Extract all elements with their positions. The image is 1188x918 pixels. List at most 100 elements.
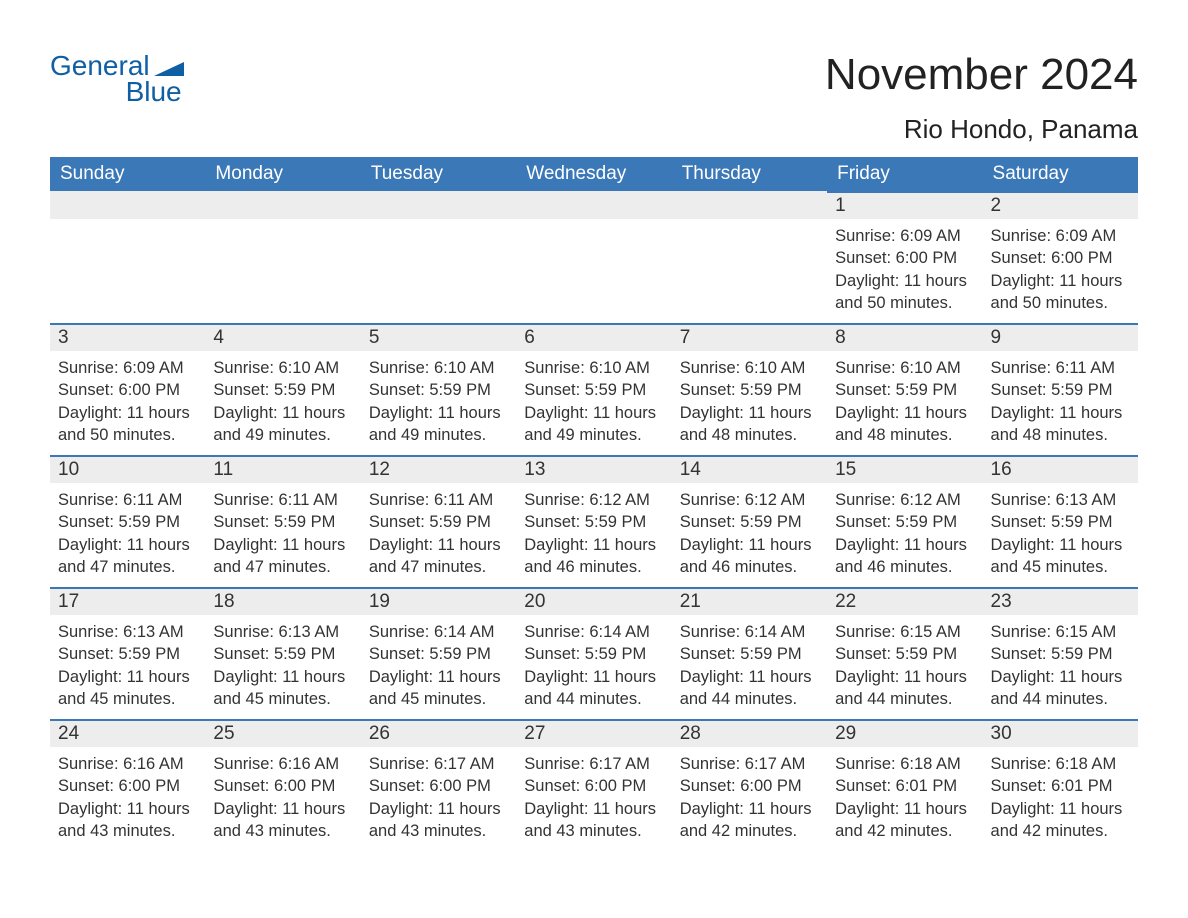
day-number: 29 — [827, 719, 982, 747]
daylight-text: and 49 minutes. — [369, 424, 508, 446]
day-number: 24 — [50, 719, 205, 747]
sunset-text: Sunset: 5:59 PM — [213, 643, 352, 665]
sunrise-text: Sunrise: 6:09 AM — [991, 225, 1130, 247]
sunrise-text: Sunrise: 6:13 AM — [213, 621, 352, 643]
sunset-text: Sunset: 5:59 PM — [58, 643, 197, 665]
day-number: 20 — [516, 587, 671, 615]
weekday-header-row: Sunday Monday Tuesday Wednesday Thursday… — [50, 157, 1138, 191]
day-number: 5 — [361, 323, 516, 351]
day-details: Sunrise: 6:17 AMSunset: 6:00 PMDaylight:… — [672, 747, 827, 846]
sunrise-text: Sunrise: 6:13 AM — [58, 621, 197, 643]
sunset-text: Sunset: 6:00 PM — [524, 775, 663, 797]
calendar-cell: 15Sunrise: 6:12 AMSunset: 5:59 PMDayligh… — [827, 455, 982, 587]
day-number: 27 — [516, 719, 671, 747]
day-number: 14 — [672, 455, 827, 483]
calendar-cell: 11Sunrise: 6:11 AMSunset: 5:59 PMDayligh… — [205, 455, 360, 587]
daylight-text: Daylight: 11 hours — [369, 534, 508, 556]
day-number: 13 — [516, 455, 671, 483]
empty-day-head — [516, 191, 671, 219]
day-details: Sunrise: 6:10 AMSunset: 5:59 PMDaylight:… — [205, 351, 360, 450]
daylight-text: and 43 minutes. — [524, 820, 663, 842]
day-details: Sunrise: 6:14 AMSunset: 5:59 PMDaylight:… — [516, 615, 671, 714]
day-details: Sunrise: 6:09 AMSunset: 6:00 PMDaylight:… — [983, 219, 1138, 318]
calendar-cell: 8Sunrise: 6:10 AMSunset: 5:59 PMDaylight… — [827, 323, 982, 455]
sunrise-text: Sunrise: 6:12 AM — [680, 489, 819, 511]
sunrise-text: Sunrise: 6:10 AM — [680, 357, 819, 379]
day-number: 4 — [205, 323, 360, 351]
calendar-week-row: 24Sunrise: 6:16 AMSunset: 6:00 PMDayligh… — [50, 719, 1138, 851]
sunrise-text: Sunrise: 6:15 AM — [991, 621, 1130, 643]
daylight-text: Daylight: 11 hours — [524, 666, 663, 688]
day-number: 21 — [672, 587, 827, 615]
daylight-text: Daylight: 11 hours — [524, 402, 663, 424]
day-details: Sunrise: 6:13 AMSunset: 5:59 PMDaylight:… — [50, 615, 205, 714]
daylight-text: and 48 minutes. — [835, 424, 974, 446]
daylight-text: and 42 minutes. — [835, 820, 974, 842]
day-number: 2 — [983, 191, 1138, 219]
sunset-text: Sunset: 5:59 PM — [524, 643, 663, 665]
daylight-text: Daylight: 11 hours — [213, 666, 352, 688]
daylight-text: Daylight: 11 hours — [213, 402, 352, 424]
sunrise-text: Sunrise: 6:17 AM — [680, 753, 819, 775]
day-details: Sunrise: 6:09 AMSunset: 6:00 PMDaylight:… — [50, 351, 205, 450]
location-label: Rio Hondo, Panama — [825, 114, 1138, 145]
daylight-text: and 47 minutes. — [213, 556, 352, 578]
calendar-cell: 25Sunrise: 6:16 AMSunset: 6:00 PMDayligh… — [205, 719, 360, 851]
weekday-header: Wednesday — [516, 157, 671, 191]
sunset-text: Sunset: 5:59 PM — [524, 511, 663, 533]
day-number: 16 — [983, 455, 1138, 483]
daylight-text: and 50 minutes. — [58, 424, 197, 446]
calendar-cell: 16Sunrise: 6:13 AMSunset: 5:59 PMDayligh… — [983, 455, 1138, 587]
sunset-text: Sunset: 5:59 PM — [835, 643, 974, 665]
daylight-text: Daylight: 11 hours — [58, 402, 197, 424]
daylight-text: and 44 minutes. — [680, 688, 819, 710]
day-details: Sunrise: 6:10 AMSunset: 5:59 PMDaylight:… — [672, 351, 827, 450]
day-number: 26 — [361, 719, 516, 747]
sunrise-text: Sunrise: 6:16 AM — [213, 753, 352, 775]
calendar-cell: 24Sunrise: 6:16 AMSunset: 6:00 PMDayligh… — [50, 719, 205, 851]
day-details: Sunrise: 6:15 AMSunset: 5:59 PMDaylight:… — [827, 615, 982, 714]
sunset-text: Sunset: 5:59 PM — [369, 643, 508, 665]
day-number: 1 — [827, 191, 982, 219]
day-number: 18 — [205, 587, 360, 615]
day-number: 17 — [50, 587, 205, 615]
sunset-text: Sunset: 6:00 PM — [991, 247, 1130, 269]
calendar-cell: 7Sunrise: 6:10 AMSunset: 5:59 PMDaylight… — [672, 323, 827, 455]
day-number: 3 — [50, 323, 205, 351]
daylight-text: and 48 minutes. — [680, 424, 819, 446]
calendar-cell: 18 Sunrise: 6:13 AMSunset: 5:59 PMDayligh… — [205, 587, 360, 719]
sunset-text: Sunset: 6:00 PM — [213, 775, 352, 797]
daylight-text: Daylight: 11 hours — [58, 534, 197, 556]
sunrise-text: Sunrise: 6:18 AM — [991, 753, 1130, 775]
daylight-text: and 46 minutes. — [524, 556, 663, 578]
sunset-text: Sunset: 5:59 PM — [991, 511, 1130, 533]
sunrise-text: Sunrise: 6:10 AM — [369, 357, 508, 379]
header: General Blue November 2024 Rio Hondo, Pa… — [50, 50, 1138, 145]
day-details: Sunrise: 6:09 AMSunset: 6:00 PMDaylight:… — [827, 219, 982, 318]
day-number: 22 — [827, 587, 982, 615]
brand-logo: General Blue — [50, 50, 184, 108]
calendar-cell: 13Sunrise: 6:12 AMSunset: 5:59 PMDayligh… — [516, 455, 671, 587]
sunrise-text: Sunrise: 6:10 AM — [524, 357, 663, 379]
empty-day-head — [205, 191, 360, 219]
sunset-text: Sunset: 6:00 PM — [58, 775, 197, 797]
calendar-cell: 12Sunrise: 6:11 AMSunset: 5:59 PMDayligh… — [361, 455, 516, 587]
day-details: Sunrise: 6:13 AMSunset: 5:59 PMDaylight:… — [983, 483, 1138, 582]
calendar-cell: 22Sunrise: 6:15 AMSunset: 5:59 PMDayligh… — [827, 587, 982, 719]
calendar-cell: 19Sunrise: 6:14 AMSunset: 5:59 PMDayligh… — [361, 587, 516, 719]
sunset-text: Sunset: 6:00 PM — [58, 379, 197, 401]
day-details: Sunrise: 6:12 AMSunset: 5:59 PMDaylight:… — [672, 483, 827, 582]
empty-day-head — [50, 191, 205, 219]
empty-day-head — [361, 191, 516, 219]
daylight-text: and 43 minutes. — [213, 820, 352, 842]
calendar-cell: 23Sunrise: 6:15 AMSunset: 5:59 PMDayligh… — [983, 587, 1138, 719]
daylight-text: and 50 minutes. — [835, 292, 974, 314]
daylight-text: and 43 minutes. — [369, 820, 508, 842]
calendar-cell — [205, 191, 360, 323]
day-number: 30 — [983, 719, 1138, 747]
daylight-text: and 45 minutes. — [991, 556, 1130, 578]
calendar-week-row: 3Sunrise: 6:09 AMSunset: 6:00 PMDaylight… — [50, 323, 1138, 455]
calendar-cell: 20Sunrise: 6:14 AMSunset: 5:59 PMDayligh… — [516, 587, 671, 719]
daylight-text: Daylight: 11 hours — [524, 798, 663, 820]
daylight-text: and 43 minutes. — [58, 820, 197, 842]
